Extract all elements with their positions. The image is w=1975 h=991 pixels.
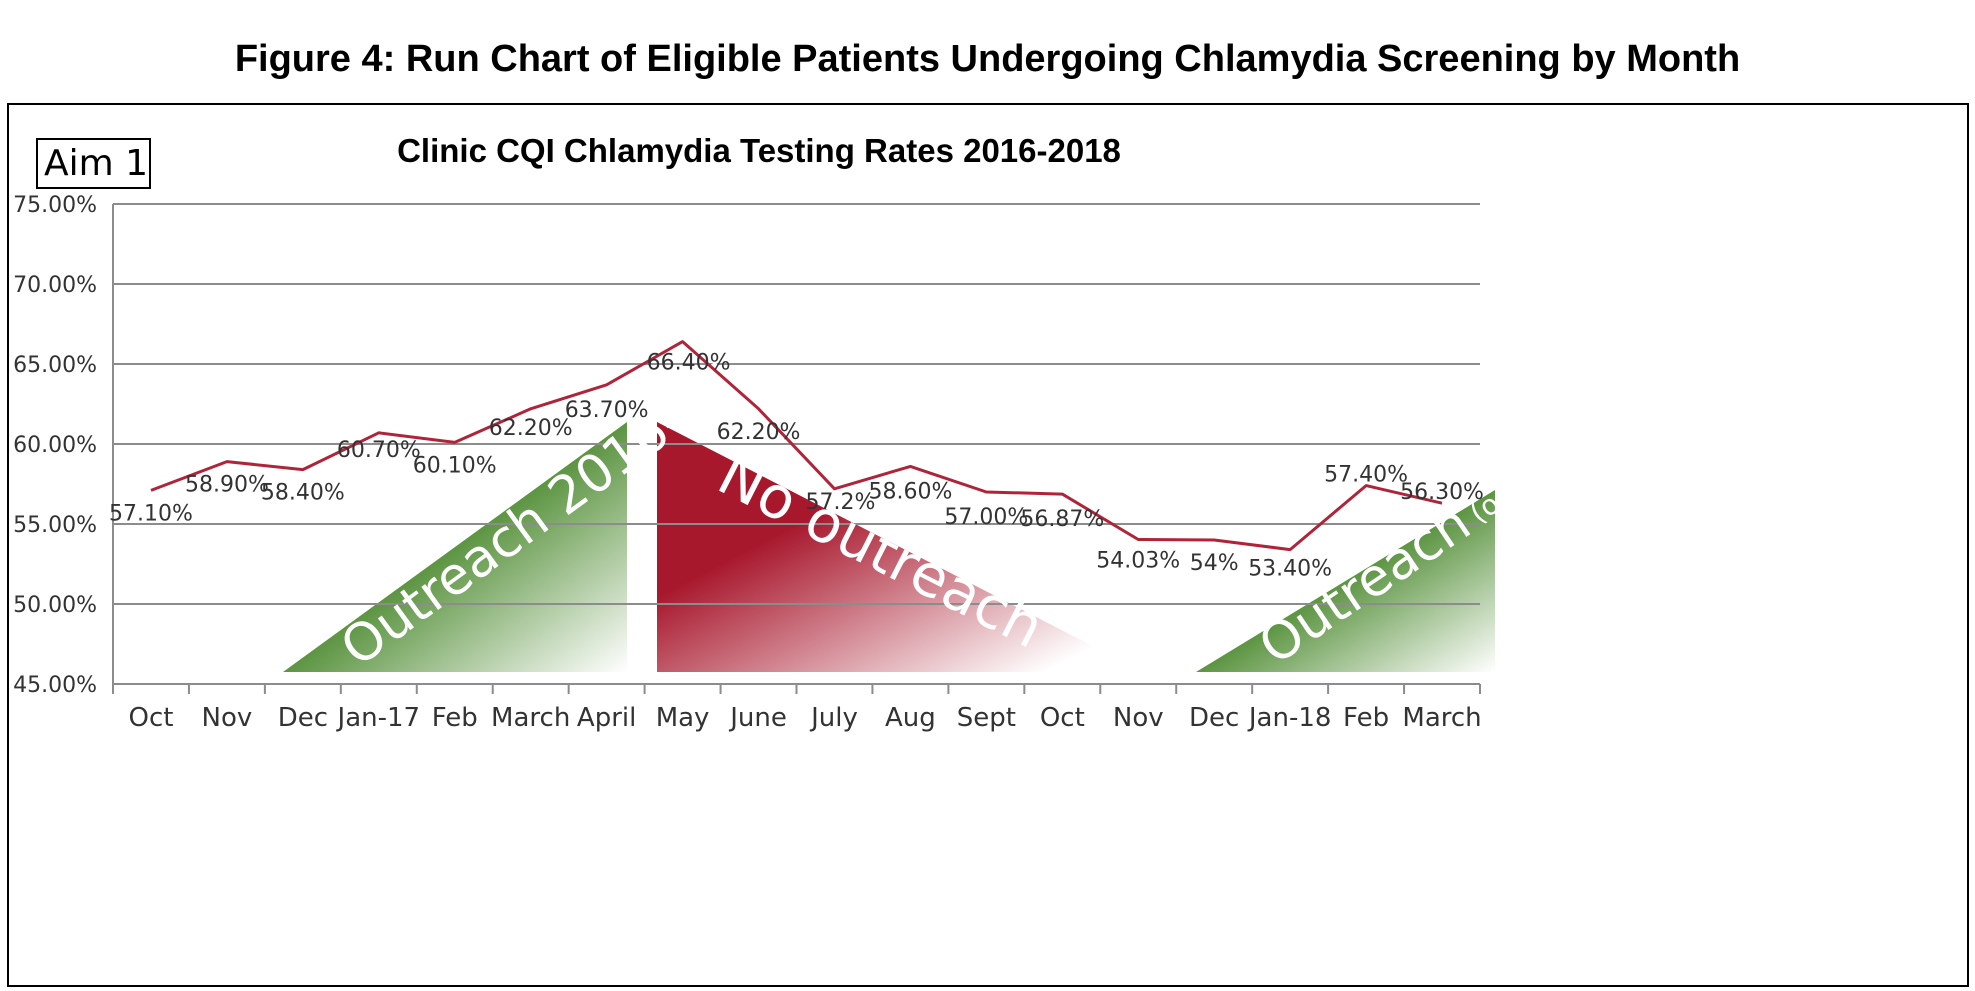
data-label: 57.2% <box>806 490 876 515</box>
data-labels: 57.10%58.90%58.40%60.70%60.10%62.20%63.7… <box>109 351 1484 582</box>
figure-title: Figure 4: Run Chart of Eligible Patients… <box>234 38 1741 80</box>
x-tick-label: June <box>728 703 787 733</box>
x-tick-label: April <box>577 703 636 733</box>
x-axis-ticks: Oct Nov Dec Jan-17 Feb March April May June July A… <box>112 684 1482 733</box>
y-tick-label: 75.00% <box>13 193 97 218</box>
x-tick-label: Dec <box>1189 703 1239 733</box>
data-label: 57.00% <box>944 505 1028 530</box>
outreach-bands <box>283 422 1495 672</box>
x-tick-label: March <box>491 703 570 733</box>
y-tick-label: 45.00% <box>13 673 97 698</box>
aim-box: Aim 1 <box>36 138 151 189</box>
y-tick-label: 55.00% <box>13 513 97 538</box>
y-tick-label: 65.00% <box>13 353 97 378</box>
x-tick-label: Jan-17 <box>336 703 421 733</box>
x-tick-label: Oct <box>128 703 173 733</box>
y-tick-label: 50.00% <box>13 593 97 618</box>
x-tick-label: July <box>809 703 858 733</box>
outreach-ongoing-band <box>1196 490 1495 672</box>
aim-label: Aim 1 <box>44 143 148 184</box>
data-label: 62.20% <box>717 420 801 445</box>
data-label: 57.10% <box>109 501 193 526</box>
testing-rate-line <box>150 340 1443 552</box>
y-tick-label: 60.00% <box>13 433 97 458</box>
y-tick-label: 70.00% <box>13 273 97 298</box>
x-tick-label: Sept <box>957 703 1016 733</box>
x-tick-label: Feb <box>1343 703 1389 733</box>
y-axis-ticks: 45.00% 50.00% 55.00% 60.00% 65.00% 70.00% 75.0… <box>13 193 97 698</box>
data-label: 54.03% <box>1096 549 1180 574</box>
x-tick-label: Dec <box>278 703 328 733</box>
data-label: 62.20% <box>489 416 573 441</box>
data-label: 66.40% <box>647 351 731 376</box>
data-label: 63.70% <box>565 398 649 423</box>
data-label: 56.87% <box>1020 507 1104 532</box>
x-tick-label: March <box>1402 703 1481 733</box>
chart-title: Clinic CQI Chlamydia Testing Rates 2016-… <box>397 132 1121 169</box>
x-tick-label: Nov <box>202 703 253 733</box>
x-tick-label: Aug <box>885 703 936 733</box>
x-tick-label: May <box>656 703 710 733</box>
data-label: 58.40% <box>261 481 345 506</box>
x-tick-label: Jan-18 <box>1247 703 1332 733</box>
data-label: 60.70% <box>337 438 421 463</box>
x-tick-label: Feb <box>432 703 478 733</box>
data-label: 56.30% <box>1400 480 1484 505</box>
series-testing-rate <box>150 340 1443 552</box>
no-outreach-band <box>657 422 1143 672</box>
data-label: 58.60% <box>868 479 952 504</box>
data-label: 57.40% <box>1324 463 1408 488</box>
chart-frame <box>7 103 1969 987</box>
outreach-2016-17-band <box>283 422 627 672</box>
x-tick-label: Nov <box>1113 703 1164 733</box>
data-label: 58.90% <box>185 473 269 498</box>
aim-box-border <box>36 138 151 189</box>
data-label: 54% <box>1190 551 1239 576</box>
data-label: 60.10% <box>413 453 497 478</box>
data-label: 53.40% <box>1248 557 1332 582</box>
x-tick-label: Oct <box>1040 703 1085 733</box>
